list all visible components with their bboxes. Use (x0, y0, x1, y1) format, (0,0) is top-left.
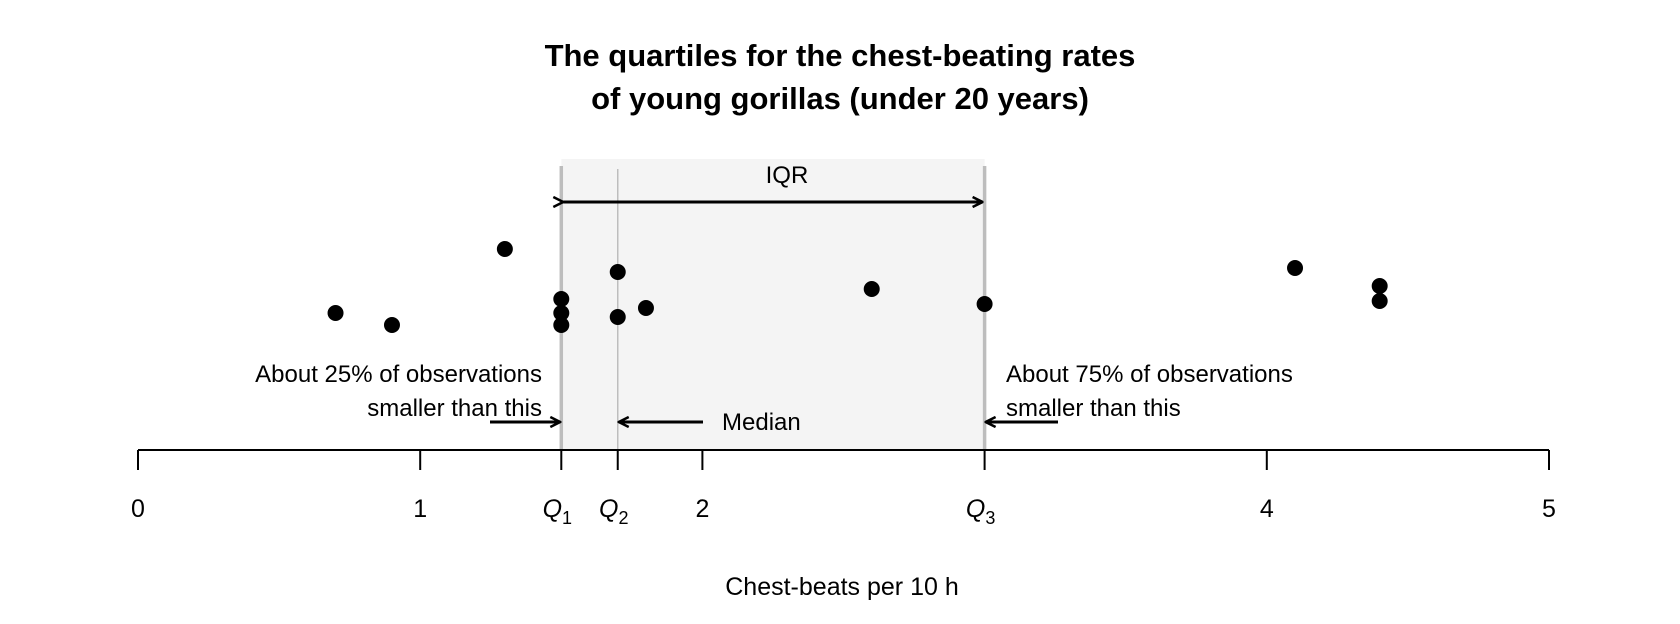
data-point (553, 305, 570, 321)
quartile-label-q2: Q2 (599, 495, 628, 528)
x-tick-label: 2 (695, 495, 709, 523)
x-tick-label: 4 (1260, 495, 1274, 523)
x-tick-label: 5 (1542, 495, 1556, 523)
q1-note-line-2: smaller than this (367, 395, 542, 422)
data-point (327, 305, 344, 321)
quartile-label-q1: Q1 (543, 495, 572, 528)
data-point (609, 264, 626, 280)
q3-note-line-2: smaller than this (1006, 395, 1181, 422)
x-axis: 0 1 2 4 5 Q1 Q2 Q3 (131, 449, 1556, 528)
data-point (609, 309, 626, 325)
data-point (1371, 278, 1388, 294)
data-point (553, 291, 570, 307)
iqr-label: IQR (766, 162, 809, 189)
data-point (1287, 260, 1304, 276)
data-point (976, 296, 993, 312)
data-point (637, 300, 654, 316)
x-tick-label: 1 (413, 495, 427, 523)
x-tick-label: 0 (131, 495, 145, 523)
x-axis-label: Chest-beats per 10 h (725, 573, 958, 601)
data-point (496, 241, 513, 257)
data-point (863, 281, 880, 297)
quartile-label-q3: Q3 (966, 495, 995, 528)
median-label: Median (722, 409, 801, 436)
chart-title-line-1: The quartiles for the chest-beating rate… (545, 38, 1136, 73)
chart-title-line-2: of young gorillas (under 20 years) (591, 81, 1089, 116)
q1-note-line-1: About 25% of observations (255, 361, 542, 388)
data-point (553, 317, 570, 333)
data-point (383, 317, 400, 333)
q3-note-line-1: About 75% of observations (1006, 361, 1293, 388)
data-point (1371, 293, 1388, 309)
